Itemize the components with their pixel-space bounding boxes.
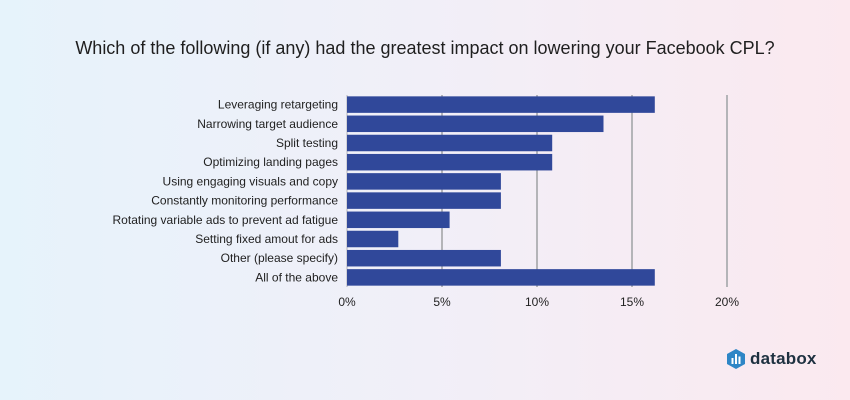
category-label-10: All of the above xyxy=(255,270,338,284)
category-label-9: Other (please specify) xyxy=(221,251,338,265)
x-tick-label-10: 10% xyxy=(525,295,549,309)
bar-4 xyxy=(347,153,553,171)
x-tick-label-15: 15% xyxy=(620,295,644,309)
category-label-5: Using engaging visuals and copy xyxy=(163,174,338,188)
category-label-4: Optimizing landing pages xyxy=(203,155,338,169)
bar-1 xyxy=(347,96,655,113)
x-tick-label-0: 0% xyxy=(338,295,356,309)
category-label-1: Leveraging retargeting xyxy=(218,98,338,112)
databox-logo-icon xyxy=(727,349,745,369)
category-label-6: Constantly monitoring performance xyxy=(151,194,338,208)
bar-6 xyxy=(347,192,501,209)
bar-7 xyxy=(347,211,450,229)
bar-2 xyxy=(347,115,604,133)
category-label-3: Split testing xyxy=(276,136,338,150)
chart-title: Which of the following (if any) had the … xyxy=(75,38,775,58)
databox-logo-text: databox xyxy=(750,349,817,368)
bar-5 xyxy=(347,173,501,190)
x-tick-label-20: 20% xyxy=(715,295,739,309)
databox-logo: databox xyxy=(727,349,817,369)
category-label-7: Rotating variable ads to prevent ad fati… xyxy=(113,213,339,227)
bar-8 xyxy=(347,230,399,248)
category-label-2: Narrowing target audience xyxy=(197,117,338,131)
bar-9 xyxy=(347,249,501,267)
x-tick-label-5: 5% xyxy=(433,295,451,309)
bar-3 xyxy=(347,134,553,152)
bar-10 xyxy=(347,269,655,286)
category-label-8: Setting fixed amout for ads xyxy=(195,232,338,246)
